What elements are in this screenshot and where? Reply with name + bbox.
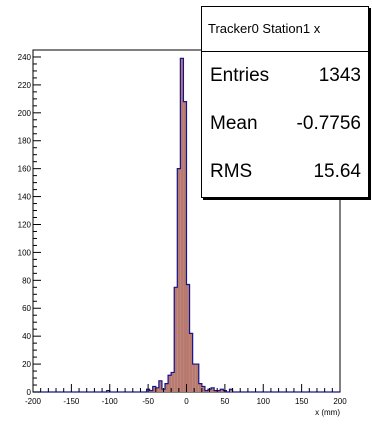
- y-tick-label: 0: [27, 388, 32, 397]
- histogram-bar: [198, 383, 202, 392]
- histogram-bar: [220, 389, 224, 392]
- histogram-bar: [171, 372, 175, 392]
- y-tick-label: 160: [18, 165, 32, 174]
- x-tick-label: 100: [257, 397, 271, 406]
- y-tick-label: 240: [18, 53, 32, 62]
- x-tick-label: 200: [333, 397, 347, 406]
- histogram-bar: [195, 364, 199, 392]
- histogram-bar: [155, 387, 159, 392]
- stats-rms-row: RMS 15.64: [202, 148, 368, 196]
- histogram-bar: [211, 387, 215, 392]
- x-tick-label: 0: [184, 397, 189, 406]
- y-tick-label: 140: [18, 193, 32, 202]
- x-axis-label: x (mm): [315, 408, 340, 417]
- y-tick-label: 100: [18, 248, 32, 257]
- histogram-bar: [158, 380, 162, 392]
- stats-mean-row: Mean -0.7756: [202, 100, 368, 148]
- histogram-bar: [180, 58, 184, 392]
- x-tick-label: -200: [25, 397, 42, 406]
- x-tick-label: 150: [295, 397, 309, 406]
- x-tick-label: 50: [220, 397, 229, 406]
- y-tick-label: 120: [18, 220, 32, 229]
- histogram-bar: [186, 284, 190, 392]
- histogram-bar: [106, 390, 110, 392]
- histogram-bar: [152, 386, 156, 392]
- histogram-outline: [33, 57, 340, 393]
- histogram-bar: [229, 389, 233, 392]
- histogram-title: Tracker0 Station1 x: [202, 7, 368, 52]
- rms-value: 15.64: [313, 161, 361, 182]
- x-tick-label: -50: [142, 397, 154, 406]
- entries-label: Entries: [210, 65, 270, 86]
- stats-entries-row: Entries 1343: [202, 52, 368, 100]
- mean-label: Mean: [210, 113, 258, 134]
- histogram-bar: [214, 390, 218, 392]
- entries-value: 1343: [318, 65, 361, 86]
- x-tick-label: -100: [102, 397, 119, 406]
- histogram-bar: [149, 390, 153, 392]
- x-tick-label: -150: [63, 397, 80, 406]
- mean-value: -0.7756: [296, 113, 361, 134]
- y-tick-label: 80: [22, 276, 31, 285]
- histogram-bar: [174, 287, 178, 392]
- y-tick-label: 60: [22, 304, 31, 313]
- histogram-bar: [217, 390, 221, 392]
- histogram-bar: [183, 101, 187, 392]
- histogram-bar: [201, 386, 205, 392]
- histogram-bar: [165, 383, 169, 392]
- y-tick-label: 220: [18, 81, 32, 90]
- stats-box: Tracker0 Station1 x Entries 1343 Mean -0…: [201, 6, 369, 198]
- histogram-bar: [204, 390, 208, 392]
- y-tick-label: 200: [18, 109, 32, 118]
- y-tick-label: 40: [22, 332, 31, 341]
- histogram-bar: [168, 375, 172, 392]
- histogram-bar: [177, 168, 181, 392]
- y-tick-label: 180: [18, 137, 32, 146]
- rms-label: RMS: [210, 161, 253, 182]
- histogram-bar: [189, 333, 193, 392]
- y-tick-label: 20: [22, 360, 31, 369]
- histogram-bar: [192, 364, 196, 392]
